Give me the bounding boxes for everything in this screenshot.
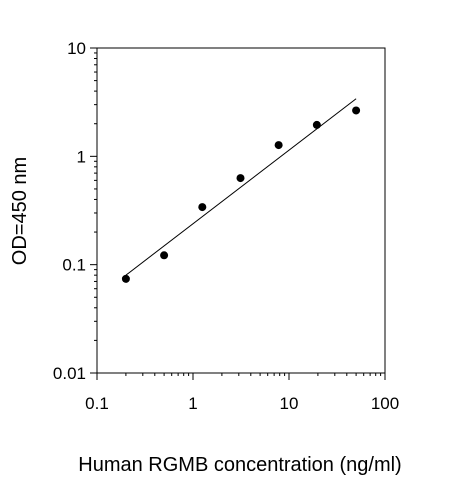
x-tick-label: 10 — [280, 394, 299, 413]
y-axis-label: OD=450 nm — [9, 157, 31, 265]
plot-border — [96, 47, 386, 374]
data-point — [352, 106, 361, 115]
y-tick-label: 0.1 — [62, 256, 86, 275]
data-point — [198, 203, 207, 212]
x-tick-label: 0.1 — [85, 394, 109, 413]
trend-line — [125, 98, 357, 276]
plot-frame — [96, 47, 386, 374]
y-axis-ticks: 0.01 0.1 1 10 — [53, 39, 97, 383]
data-point — [160, 251, 169, 260]
points-layer — [121, 106, 361, 283]
data-point — [121, 274, 130, 283]
y-tick-label: 0.01 — [53, 364, 86, 383]
data-point — [274, 141, 283, 150]
y-tick-label: 1 — [77, 147, 86, 166]
x-tick-label: 100 — [371, 394, 399, 413]
data-point — [312, 120, 321, 129]
x-tick-label: 1 — [188, 394, 197, 413]
data-point — [236, 174, 245, 183]
x-axis-label: Human RGMB concentration (ng/ml) — [78, 454, 401, 476]
trend-layer — [125, 98, 357, 276]
y-tick-label: 10 — [67, 39, 86, 58]
x-axis-ticks: 0.1 1 10 100 — [85, 373, 399, 413]
